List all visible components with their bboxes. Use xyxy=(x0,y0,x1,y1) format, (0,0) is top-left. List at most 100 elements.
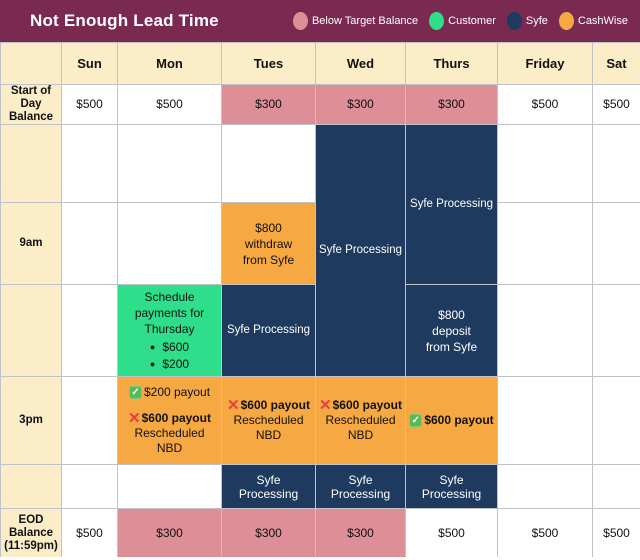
bullet-icon: ● xyxy=(149,358,156,369)
empty-cell xyxy=(62,465,117,508)
legend-item-below-target: Below Target Balance xyxy=(292,12,419,30)
event-syfe-processing-tues-evening: Syfe Processing xyxy=(222,465,315,508)
day-header-sun: Sun xyxy=(62,43,117,84)
payout-text: $600 payout xyxy=(424,413,494,427)
empty-cell xyxy=(498,465,592,508)
payout-failed-line: ✕ $600 payout xyxy=(319,398,402,413)
legend-item-syfe: Syfe xyxy=(506,12,548,30)
empty-cell xyxy=(593,465,640,508)
eod-balance-tues-below-target: $300 xyxy=(222,509,315,557)
below-target-swatch-icon xyxy=(292,12,308,30)
empty-cell xyxy=(62,285,117,376)
payout-success-line: ✓ $200 payout xyxy=(128,385,211,400)
payout-text: $600 payout xyxy=(332,398,402,412)
row-label-3pm: 3pm xyxy=(1,377,61,464)
empty-cell xyxy=(593,203,640,284)
rescheduled-note: Rescheduled NBD xyxy=(233,413,304,442)
syfe-swatch-icon xyxy=(506,12,522,30)
event-payout-wed: ✕ $600 payout Rescheduled NBD xyxy=(316,377,405,464)
start-balance-mon: $500 xyxy=(118,85,221,124)
event-payout-tues: ✕ $600 payout Rescheduled NBD xyxy=(222,377,315,464)
payout-text: $600 payout xyxy=(141,411,211,425)
payout-text: $600 payout xyxy=(240,398,310,412)
schedule-items: ● $600 ● $200 xyxy=(150,339,189,373)
row-label-late-morning xyxy=(1,285,61,376)
bullet-icon: ● xyxy=(149,341,156,352)
customer-swatch-icon xyxy=(429,12,445,30)
event-withdraw-tues: $800 withdraw from Syfe xyxy=(222,203,315,284)
empty-cell xyxy=(593,125,640,202)
event-deposit-thurs: $800 deposit from Syfe xyxy=(406,285,497,376)
cross-icon: ✕ xyxy=(319,397,332,414)
empty-cell xyxy=(118,125,221,202)
check-icon: ✓ xyxy=(128,386,142,399)
rescheduled-note: Rescheduled NBD xyxy=(325,413,396,442)
legend-label: Customer xyxy=(448,15,496,27)
day-header-wed: Wed xyxy=(316,43,405,84)
start-balance-sun: $500 xyxy=(62,85,117,124)
start-balance-sat: $500 xyxy=(593,85,640,124)
row-label-early xyxy=(1,125,61,202)
title-bar: Not Enough Lead Time Below Target Balanc… xyxy=(0,0,640,42)
empty-cell xyxy=(118,465,221,508)
row-label-eod: EOD Balance (11:59pm) xyxy=(1,509,61,557)
legend-label: Below Target Balance xyxy=(311,15,419,27)
start-balance-thurs-below-target: $300 xyxy=(406,85,497,124)
empty-cell xyxy=(62,377,117,464)
schedule-item: ● $600 xyxy=(150,339,189,356)
empty-cell xyxy=(593,285,640,376)
day-header-tues: Tues xyxy=(222,43,315,84)
schedule-item-amount: $200 xyxy=(162,356,190,371)
eod-balance-sat: $500 xyxy=(593,509,640,557)
legend-item-customer: Customer xyxy=(429,12,496,30)
event-schedule-payments-mon: Schedule payments for Thursday ● $600 ● $2… xyxy=(118,285,221,376)
payout-text: $200 payout xyxy=(143,385,211,399)
event-syfe-processing-tues: Syfe Processing xyxy=(222,285,315,376)
empty-cell xyxy=(593,377,640,464)
row-label-start-of-day: Start of Day Balance xyxy=(1,85,61,124)
day-header-friday: Friday xyxy=(498,43,592,84)
schedule-item-amount: $600 xyxy=(162,339,190,354)
start-balance-tues-below-target: $300 xyxy=(222,85,315,124)
eod-balance-mon-below-target: $300 xyxy=(118,509,221,557)
start-balance-wed-below-target: $300 xyxy=(316,85,405,124)
legend-label: Syfe xyxy=(525,15,548,27)
empty-cell xyxy=(62,203,117,284)
empty-cell xyxy=(62,125,117,202)
empty-cell xyxy=(222,125,315,202)
empty-cell xyxy=(118,203,221,284)
row-label-9am: 9am xyxy=(1,203,61,284)
corner-cell xyxy=(1,43,61,84)
empty-cell xyxy=(498,203,592,284)
week-grid: Sun Mon Tues Wed Thurs Friday Sat Start … xyxy=(0,42,640,557)
event-payout-thurs: ✓ $600 payout xyxy=(406,377,497,464)
rescheduled-note: Rescheduled NBD xyxy=(134,426,205,455)
cross-icon: ✕ xyxy=(128,410,141,427)
legend-label: CashWise xyxy=(577,15,628,27)
schedule-title: Schedule payments for Thursday xyxy=(134,289,205,336)
day-header-thurs: Thurs xyxy=(406,43,497,84)
start-balance-friday: $500 xyxy=(498,85,592,124)
eod-balance-wed-below-target: $300 xyxy=(316,509,405,557)
payout-failed-line: ✕ $600 payout xyxy=(128,411,211,426)
event-syfe-processing-wed-evening: Syfe Processing xyxy=(316,465,405,508)
cashwise-swatch-icon xyxy=(558,12,574,30)
event-syfe-processing-wed: Syfe Processing xyxy=(316,125,405,376)
eod-balance-sun: $500 xyxy=(62,509,117,557)
legend-item-cashwise: CashWise xyxy=(558,12,628,30)
row-label-evening xyxy=(1,465,61,508)
page-title: Not Enough Lead Time xyxy=(30,11,219,30)
eod-balance-friday: $500 xyxy=(498,509,592,557)
event-syfe-processing-thurs-evening: Syfe Processing xyxy=(406,465,497,508)
payout-success-line: ✓ $600 payout xyxy=(409,413,494,428)
day-header-mon: Mon xyxy=(118,43,221,84)
legend: Below Target Balance Customer Syfe CashW… xyxy=(292,12,628,30)
event-payouts-mon: ✓ $200 payout ✕ $600 payout Rescheduled NB… xyxy=(118,377,221,464)
event-syfe-processing-thurs-morning: Syfe Processing xyxy=(406,125,497,284)
day-header-sat: Sat xyxy=(593,43,640,84)
cross-icon: ✕ xyxy=(227,397,240,414)
empty-cell xyxy=(498,377,592,464)
empty-cell xyxy=(498,285,592,376)
check-icon: ✓ xyxy=(409,414,423,427)
